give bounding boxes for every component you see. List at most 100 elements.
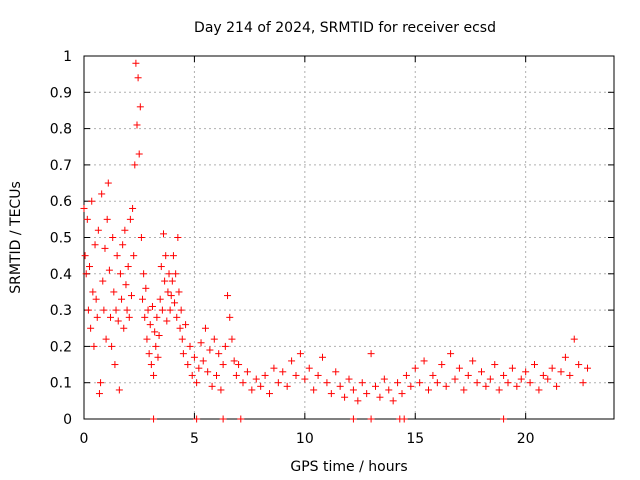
data-point	[204, 368, 212, 376]
data-point	[411, 364, 419, 372]
data-point	[142, 284, 150, 292]
data-point	[380, 375, 388, 383]
data-point	[544, 375, 552, 383]
data-point	[131, 161, 139, 169]
data-point	[116, 270, 124, 278]
data-point	[270, 364, 278, 372]
data-point	[92, 295, 100, 303]
x-tick-label: 10	[296, 431, 314, 447]
data-point	[87, 324, 95, 332]
data-point	[429, 371, 437, 379]
data-point	[136, 103, 144, 111]
data-point	[345, 375, 353, 383]
data-point	[95, 390, 103, 398]
data-point	[121, 226, 129, 234]
data-point	[125, 313, 133, 321]
data-point	[158, 306, 166, 314]
data-point	[110, 288, 118, 296]
data-point	[174, 234, 182, 241]
data-point	[553, 382, 561, 390]
data-point	[504, 379, 512, 387]
data-point	[219, 415, 227, 423]
data-point	[210, 335, 218, 343]
data-point	[152, 342, 160, 350]
data-point	[114, 317, 122, 325]
data-point	[122, 281, 130, 289]
data-point	[239, 379, 247, 387]
data-point	[100, 306, 108, 314]
data-point	[274, 379, 282, 387]
data-point	[184, 361, 192, 369]
data-point	[561, 353, 569, 361]
data-point	[367, 350, 375, 358]
data-point	[113, 252, 121, 260]
data-point	[103, 215, 111, 223]
data-point	[261, 371, 269, 379]
y-axis-label: SRMTID / TECUs	[8, 181, 24, 294]
data-point	[102, 335, 110, 343]
data-point	[215, 350, 223, 358]
data-point	[82, 270, 90, 278]
data-point	[522, 368, 530, 376]
x-axis-label: GPS time / hours	[290, 459, 407, 475]
data-point	[257, 382, 265, 390]
data-point	[341, 393, 349, 401]
data-point	[228, 335, 236, 343]
data-point	[407, 382, 415, 390]
y-tick-label: 0.5	[50, 231, 72, 247]
data-point	[123, 306, 131, 314]
data-point	[118, 295, 126, 303]
data-point	[201, 324, 209, 332]
data-point	[154, 353, 162, 361]
y-tick-label: 0.6	[50, 194, 72, 210]
data-point	[230, 357, 238, 365]
data-point	[197, 339, 205, 347]
data-point	[376, 393, 384, 401]
axis-ticks: 00.10.20.30.40.50.60.70.80.910 5 10 15 20	[50, 49, 614, 447]
data-point	[513, 382, 521, 390]
y-tick-label: 0.8	[50, 122, 72, 138]
data-point	[402, 371, 410, 379]
data-point	[526, 379, 534, 387]
data-point	[425, 386, 432, 394]
data-point	[557, 368, 565, 376]
y-tick-label: 0.1	[50, 376, 72, 392]
data-point	[160, 230, 167, 238]
data-point	[283, 382, 291, 390]
data-point	[219, 361, 227, 369]
data-point	[292, 371, 300, 379]
data-point	[153, 313, 161, 321]
data-point	[394, 379, 402, 387]
data-point	[130, 252, 138, 260]
data-point	[119, 241, 127, 249]
data-point	[226, 313, 234, 321]
x-tick-label: 0	[80, 431, 89, 447]
data-point	[164, 288, 172, 296]
data-point	[367, 415, 375, 423]
data-point	[139, 295, 147, 303]
data-point	[111, 361, 119, 369]
data-point	[188, 371, 196, 379]
x-tick-label: 5	[190, 431, 199, 447]
data-point	[179, 350, 187, 358]
data-point	[104, 179, 112, 187]
data-point	[150, 415, 158, 423]
data-point	[140, 270, 148, 278]
data-point	[186, 342, 194, 350]
data-point	[193, 415, 201, 423]
data-point	[126, 215, 134, 223]
data-point	[161, 277, 169, 285]
data-point	[500, 415, 508, 423]
data-point	[314, 371, 322, 379]
data-point	[124, 263, 132, 271]
data-point	[531, 361, 538, 369]
y-tick-label: 0.7	[50, 158, 72, 174]
data-point	[176, 324, 184, 332]
x-tick-label: 20	[517, 431, 535, 447]
data-point	[517, 375, 525, 383]
data-point	[141, 313, 149, 321]
data-point	[460, 386, 468, 394]
data-point	[349, 386, 357, 394]
data-point	[132, 59, 140, 67]
data-point	[175, 288, 183, 296]
